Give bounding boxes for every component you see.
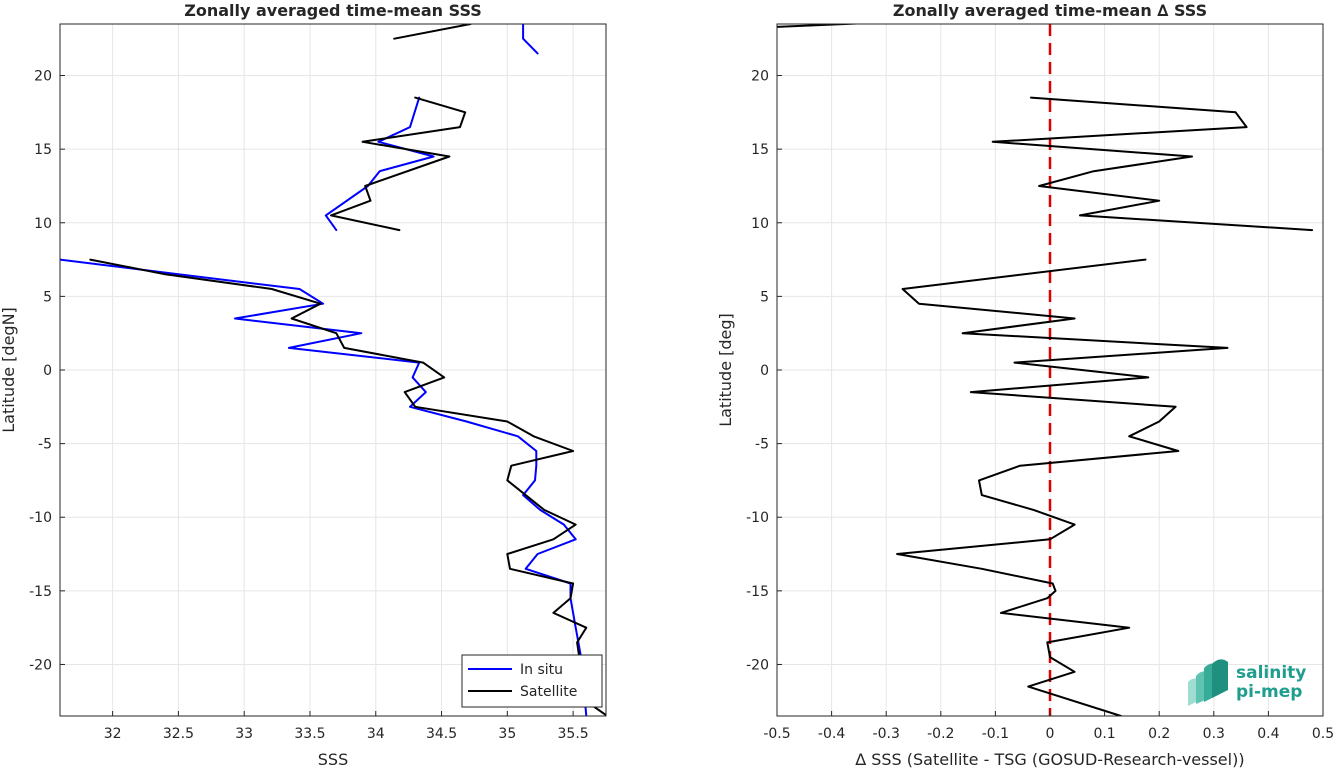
grid-sss xyxy=(60,24,606,716)
wave-logo-icon xyxy=(1188,659,1228,706)
y-tick-label-15: 15 xyxy=(751,142,769,158)
y-tick-label-20: 20 xyxy=(751,69,769,85)
y-tick-label-10: 10 xyxy=(34,216,52,232)
y-tick-label-0: 0 xyxy=(43,363,52,379)
legend-label-satellite: Satellite xyxy=(520,684,577,700)
x-tick-label-0p5: 0.5 xyxy=(1312,726,1334,742)
x-axis-label-delta-sss: ∆ SSS (Satellite - TSG (GOSUD-Research-v… xyxy=(854,750,1244,769)
legend-box xyxy=(461,654,603,708)
y-tick-label-5: 5 xyxy=(760,289,769,305)
series-line-in-situ-segment-2 xyxy=(324,96,435,232)
x-tick-label-0: 0 xyxy=(1046,726,1055,742)
x-tick-label-m0p4: -0.4 xyxy=(818,726,845,742)
x-tick-label-0p1: 0.1 xyxy=(1093,726,1115,742)
y-axis-label-delta-sss: Latitude [deg] xyxy=(716,313,735,427)
y-tick-label-5: 5 xyxy=(43,289,52,305)
x-tick-label-0p4: 0.4 xyxy=(1257,726,1279,742)
y-axis-label-sss: Latitude [degN] xyxy=(0,307,18,433)
y-tick-label-0: 0 xyxy=(760,363,769,379)
plot-area-delta-sss xyxy=(777,24,1314,716)
legend: In situ Satellite xyxy=(461,654,603,708)
panel-delta-sss: -0.5 -0.4 -0.3 -0.2 -0.1 0 0.1 0.2 0.3 0.4 0.5 20 15… xyxy=(716,1,1334,769)
x-tick-label-m0p1: -0.1 xyxy=(982,726,1009,742)
x-tick-label-m0p3: -0.3 xyxy=(873,726,900,742)
plot-area-sss xyxy=(60,24,606,716)
x-tick-label-0p2: 0.2 xyxy=(1148,726,1170,742)
x-tick-label-34: 34 xyxy=(367,726,385,742)
chart-title-sss: Zonally averaged time-mean SSS xyxy=(184,1,482,20)
x-tick-label-33: 33 xyxy=(235,726,253,742)
x-tick-label-35p5: 35.5 xyxy=(558,726,589,742)
salinity-pi-mep-logo: salinity pi-mep xyxy=(1188,659,1306,706)
x-tick-label-m0p2: -0.2 xyxy=(927,726,954,742)
series-line-delta-sss-segment-3 xyxy=(896,258,1229,716)
series-line-in-situ-segment-1 xyxy=(522,24,539,55)
series-line-satellite-segment-3 xyxy=(89,258,606,716)
x-tick-label-35: 35 xyxy=(498,726,516,742)
x-tick-label-33p5: 33.5 xyxy=(294,726,325,742)
y-tick-label-20: 20 xyxy=(34,69,52,85)
y-tick-label-m10: -10 xyxy=(29,510,52,526)
tick-labels-sss: 32 32.5 33 33.5 34 34.5 35 35.5 20 15 10 5 0 -5 -10 -15… xyxy=(29,69,589,742)
series-line-delta-sss-segment-1 xyxy=(777,24,869,28)
y-tick-label-m15: -15 xyxy=(746,584,769,600)
series-line-delta-sss-segment-2 xyxy=(991,96,1314,232)
series-line-satellite-segment-1 xyxy=(393,24,472,40)
x-axis-label-sss: SSS xyxy=(318,750,348,769)
y-tick-label-m5: -5 xyxy=(755,437,769,453)
y-tick-label-m5: -5 xyxy=(38,437,52,453)
logo-text-salinity: salinity xyxy=(1236,663,1306,683)
y-tick-label-m20: -20 xyxy=(29,657,52,673)
logo-text-pi-mep: pi-mep xyxy=(1236,682,1302,702)
y-tick-label-m15: -15 xyxy=(29,584,52,600)
x-tick-label-32: 32 xyxy=(104,726,122,742)
chart-title-delta-sss: Zonally averaged time-mean ∆ SSS xyxy=(893,1,1207,20)
legend-label-in-situ: In situ xyxy=(520,662,563,678)
x-tick-label-m0p5: -0.5 xyxy=(763,726,790,742)
series-line-satellite-segment-2 xyxy=(330,96,467,232)
y-tick-label-10: 10 xyxy=(751,216,769,232)
panel-sss: 32 32.5 33 33.5 34 34.5 35 35.5 20 15 10 5 0 -5 -10 -15… xyxy=(0,1,607,769)
tick-labels-delta-sss: -0.5 -0.4 -0.3 -0.2 -0.1 0 0.1 0.2 0.3 0.4 0.5 20 15… xyxy=(746,69,1334,742)
y-tick-label-m10: -10 xyxy=(746,510,769,526)
x-tick-label-0p3: 0.3 xyxy=(1203,726,1225,742)
x-tick-label-32p5: 32.5 xyxy=(163,726,194,742)
y-tick-label-15: 15 xyxy=(34,142,52,158)
y-tick-label-m20: -20 xyxy=(746,657,769,673)
x-tick-label-34p5: 34.5 xyxy=(426,726,457,742)
